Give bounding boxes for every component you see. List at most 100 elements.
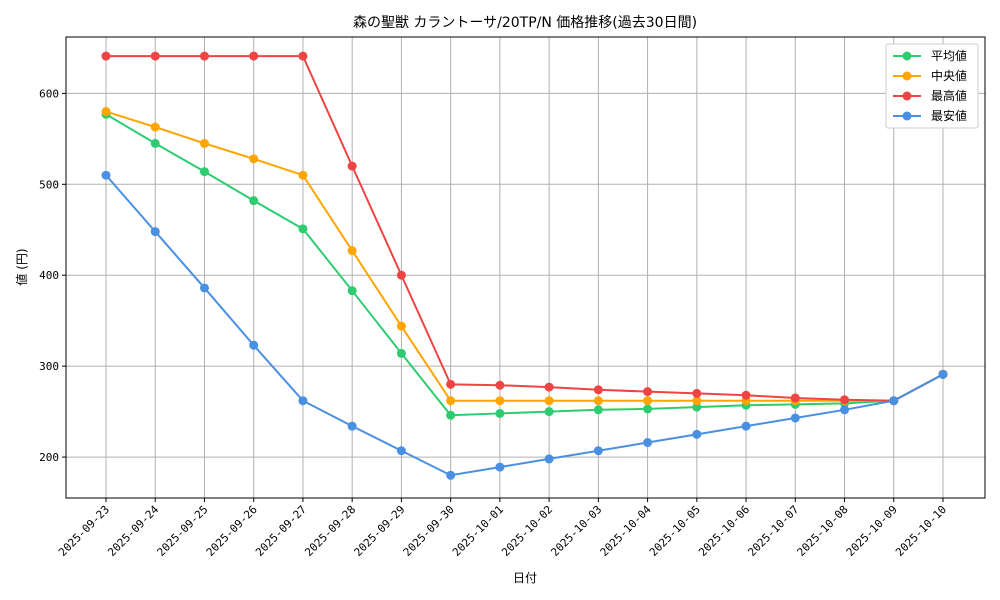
data-point <box>544 454 554 464</box>
series-line <box>105 113 944 417</box>
x-tick-label: 2025-10-10 <box>893 503 949 559</box>
series-2 <box>101 51 948 406</box>
data-point <box>199 51 209 61</box>
series-line <box>106 55 944 402</box>
y-tick-label: 300 <box>39 360 59 373</box>
data-point <box>199 138 209 148</box>
x-tick-label: 2025-10-02 <box>499 503 555 559</box>
x-tick-label: 2025-10-04 <box>598 503 654 559</box>
data-point <box>840 405 850 415</box>
x-tick-label: 2025-10-07 <box>745 503 801 559</box>
legend-label: 最安値 <box>931 108 967 123</box>
legend-label: 中央値 <box>931 68 967 83</box>
x-tick-label: 2025-10-09 <box>844 503 900 559</box>
data-point <box>249 51 259 61</box>
x-axis-label: 日付 <box>513 571 537 585</box>
data-point <box>298 396 308 406</box>
legend-label: 平均値 <box>931 48 967 63</box>
data-point <box>643 404 653 414</box>
data-point <box>298 170 308 180</box>
data-point <box>446 470 456 480</box>
data-point <box>298 224 308 234</box>
data-point <box>150 227 160 237</box>
y-tick-label: 600 <box>39 87 59 100</box>
chart-title: 森の聖獣 カラントーサ/20TP/N 価格推移(過去30日間) <box>353 15 697 31</box>
y-axis-ticks: 200 300 400 500 600 <box>39 87 66 464</box>
x-tick-label: 2025-09-30 <box>401 503 457 559</box>
x-tick-label: 2025-10-03 <box>548 503 604 559</box>
legend-marker <box>902 71 912 81</box>
data-point <box>150 122 160 132</box>
data-point <box>593 405 603 415</box>
data-point <box>347 421 357 431</box>
x-tick-label: 2025-10-08 <box>795 503 851 559</box>
data-point <box>199 283 209 293</box>
data-point <box>101 107 111 117</box>
x-tick-label: 2025-10-06 <box>696 503 752 559</box>
data-point <box>199 167 209 177</box>
data-point <box>692 429 702 439</box>
x-tick-label: 2025-09-24 <box>105 503 161 559</box>
x-tick-label: 2025-09-25 <box>155 503 211 559</box>
x-axis-ticks: 2025-09-232025-09-242025-09-252025-09-26… <box>56 498 949 559</box>
series-group <box>101 51 948 480</box>
series-0 <box>101 109 948 420</box>
x-tick-label: 2025-09-28 <box>302 503 358 559</box>
data-point <box>347 246 357 256</box>
legend-box <box>885 43 979 129</box>
x-tick-label: 2025-09-26 <box>204 503 260 559</box>
data-point <box>101 51 111 61</box>
data-point <box>495 380 505 390</box>
y-tick-label: 200 <box>39 451 59 464</box>
data-point <box>938 369 948 379</box>
data-point <box>249 196 259 206</box>
data-point <box>741 390 751 400</box>
data-point <box>544 382 554 392</box>
series-line <box>105 110 944 402</box>
data-point <box>643 438 653 448</box>
data-point <box>150 138 160 148</box>
grid <box>66 37 985 498</box>
data-point <box>396 321 406 331</box>
x-tick-label: 2025-10-05 <box>647 503 703 559</box>
data-point <box>544 407 554 417</box>
data-point <box>446 410 456 420</box>
data-point <box>396 348 406 358</box>
data-point <box>347 286 357 296</box>
legend-marker <box>902 91 912 101</box>
series-1 <box>101 107 948 406</box>
x-tick-label: 2025-10-01 <box>450 503 506 559</box>
x-tick-label: 2025-09-27 <box>253 503 309 559</box>
data-point <box>790 393 800 403</box>
x-tick-label: 2025-09-23 <box>56 503 112 559</box>
data-point <box>298 51 308 61</box>
y-axis-label: 値 (円) <box>14 248 29 285</box>
data-point <box>495 462 505 472</box>
legend-marker <box>902 111 912 121</box>
data-point <box>495 408 505 418</box>
data-point <box>396 270 406 280</box>
data-point <box>593 396 603 406</box>
x-tick-label: 2025-09-29 <box>352 503 408 559</box>
data-point <box>249 154 259 164</box>
data-point <box>643 387 653 397</box>
data-point <box>495 396 505 406</box>
y-tick-label: 500 <box>39 178 59 191</box>
data-point <box>741 421 751 431</box>
plot-frame <box>65 36 986 499</box>
data-point <box>593 446 603 456</box>
legend-marker <box>902 51 912 61</box>
y-tick-label: 400 <box>39 269 59 282</box>
data-point <box>889 396 899 406</box>
data-point <box>249 340 259 350</box>
data-point <box>593 385 603 395</box>
data-point <box>840 395 850 405</box>
data-point <box>446 396 456 406</box>
data-point <box>396 446 406 456</box>
data-point <box>446 379 456 389</box>
data-point <box>101 170 111 180</box>
data-point <box>692 388 702 398</box>
data-point <box>347 161 357 171</box>
